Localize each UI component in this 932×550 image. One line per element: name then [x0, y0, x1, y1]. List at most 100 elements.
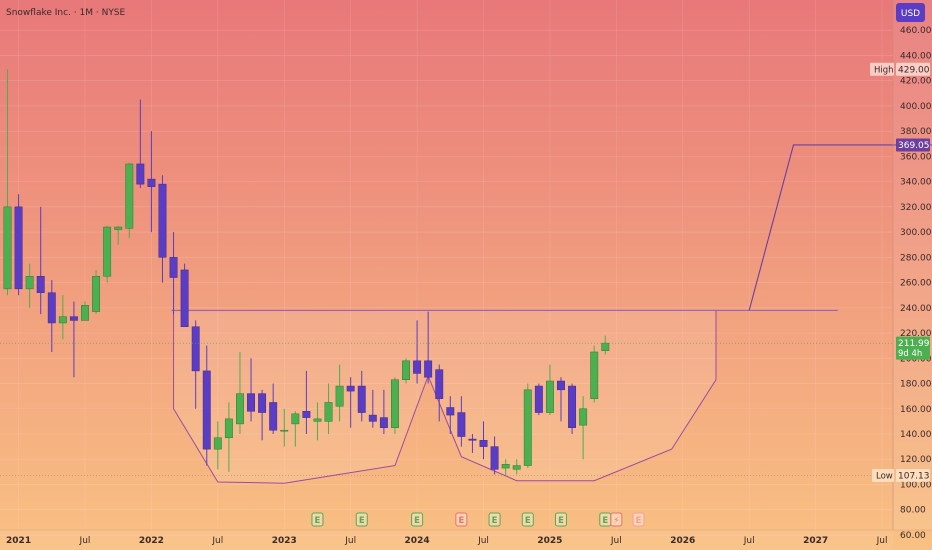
y-tick-label: 220.00 [900, 329, 932, 339]
price-axis[interactable]: 60.00 80.00 100.00 120.00 140.00 160.00 180.00… [870, 26, 932, 541]
candle-body [81, 305, 89, 321]
candle-body [180, 269, 189, 327]
candle [435, 364, 444, 422]
y-tick-label: 280.00 [900, 253, 932, 263]
y-tick-label: 300.00 [900, 228, 932, 238]
candle [114, 225, 123, 245]
high-label-text: High [874, 65, 894, 75]
x-tick-label: Jul [211, 536, 223, 546]
candle-body [36, 276, 45, 293]
earnings-event-marker[interactable]: E [599, 512, 612, 527]
y-tick-label: 260.00 [900, 279, 932, 289]
candle [501, 459, 510, 476]
x-tick-label: Jul [743, 536, 755, 546]
candle-body [58, 316, 67, 324]
y-tick-label: 180.00 [900, 380, 932, 390]
candle-body [47, 292, 56, 324]
candle [579, 396, 588, 460]
candle [413, 320, 422, 384]
candle-body [14, 206, 23, 290]
candle-body [69, 316, 78, 321]
candle [402, 358, 410, 384]
candle [534, 383, 543, 416]
candle [158, 175, 167, 283]
candle-body [247, 393, 255, 412]
earnings-event-marker[interactable]: E [521, 512, 534, 527]
candle [47, 280, 56, 352]
y-tick-label: 400.00 [900, 102, 932, 112]
candle [125, 162, 134, 239]
candle [391, 377, 399, 434]
y-tick-label: 420.00 [900, 77, 932, 87]
earnings-event-marker[interactable]: E [311, 512, 324, 527]
candle [269, 383, 278, 434]
candle-body [512, 465, 521, 470]
candle [335, 364, 344, 422]
candle-body [202, 370, 211, 450]
x-tick-label: 2026 [670, 536, 695, 546]
earnings-event-marker[interactable]: E [632, 512, 645, 527]
candle [180, 263, 189, 327]
candle-body [590, 351, 599, 399]
target-price-badge-text: 369.05 [898, 141, 930, 151]
event-marker-glyph: ⚡ [613, 516, 619, 526]
earnings-event-marker[interactable]: E [455, 512, 468, 527]
candle [468, 434, 477, 453]
y-tick-label: 100.00 [900, 480, 932, 490]
y-tick-label: 440.00 [900, 51, 932, 61]
candle-body [523, 389, 532, 466]
candle [258, 389, 267, 441]
candle [92, 269, 101, 315]
candle-body [324, 402, 333, 422]
candle-body [136, 163, 145, 185]
candle [147, 131, 156, 233]
candle-body [379, 417, 388, 428]
y-tick-label: 160.00 [900, 405, 932, 415]
candle [457, 396, 466, 447]
currency-button[interactable]: USD [896, 3, 925, 22]
high-price-badge: 429.00 [896, 62, 930, 76]
y-tick-label: 80.00 [900, 506, 926, 516]
earnings-event-marker[interactable]: E [411, 512, 424, 527]
candle-body [534, 385, 543, 413]
candle-body [258, 393, 267, 413]
low-label-text: Low [876, 471, 893, 481]
candle-body [446, 407, 455, 416]
candlestick-series [3, 69, 610, 476]
candle-body [479, 440, 488, 447]
x-tick-label: Jul [477, 536, 489, 546]
x-tick-label: 2024 [405, 536, 430, 546]
candle-body [557, 380, 565, 391]
y-tick-label: 340.00 [900, 178, 932, 188]
event-marker-glyph: E [525, 516, 531, 526]
grid-lines [0, 0, 893, 535]
candle [36, 206, 45, 315]
y-tick-label: 60.00 [900, 531, 926, 541]
earnings-event-marker[interactable]: E [355, 512, 368, 527]
y-tick-label: 140.00 [900, 430, 932, 440]
x-tick-label: 2025 [537, 536, 562, 546]
candle [490, 436, 499, 475]
candle-body [191, 326, 200, 372]
cup-handle-outline [173, 310, 717, 484]
candle [213, 421, 222, 470]
x-tick-label: 2022 [139, 536, 164, 546]
event-markers[interactable]: E E E E E E E E ⚡ E [311, 512, 645, 527]
y-tick-label: 380.00 [900, 127, 932, 137]
candle [601, 335, 610, 355]
candle [357, 370, 366, 422]
candle-body [579, 408, 588, 426]
event-marker-glyph: E [414, 516, 420, 526]
x-tick-label: 2021 [6, 536, 31, 546]
earnings-event-marker[interactable]: E [555, 512, 567, 527]
time-axis[interactable]: 2021 Jul 2022 Jul 2023 Jul 2024 Jul 2025 Jul 2026 J… [6, 536, 887, 546]
x-tick-label: 2027 [803, 536, 828, 546]
candle [291, 411, 300, 447]
event-marker-glyph: E [558, 516, 564, 526]
target-price-badge: 369.05 [896, 138, 930, 152]
earnings-event-marker[interactable]: E [488, 512, 501, 527]
candle-body [424, 360, 433, 378]
earnings-event-marker[interactable]: ⚡ [610, 512, 623, 527]
candle [324, 383, 333, 434]
